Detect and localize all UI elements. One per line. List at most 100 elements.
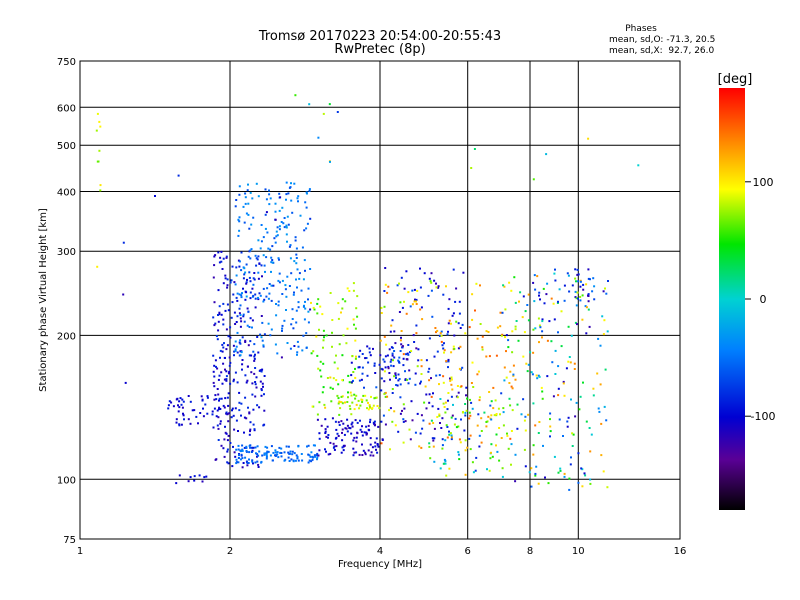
scatter-point (322, 112, 325, 115)
scatter-point (278, 209, 281, 212)
scatter-point (520, 413, 523, 416)
scatter-point (393, 410, 396, 413)
scatter-point (495, 354, 498, 357)
scatter-point (254, 353, 256, 356)
scatter-point (345, 427, 348, 430)
scatter-point (364, 357, 367, 360)
scatter-point (581, 318, 584, 321)
scatter-point (219, 420, 222, 423)
scatter-point (250, 371, 253, 374)
scatter-point (238, 229, 241, 232)
scatter-point (338, 401, 341, 404)
scatter-point (557, 394, 560, 397)
scatter-point (346, 418, 349, 421)
scatter-point (354, 397, 357, 400)
scatter-point (532, 351, 535, 354)
y-tick-label: 400 (57, 188, 76, 199)
scatter-point (488, 355, 491, 358)
scatter-point (240, 450, 242, 453)
scatter-point (399, 383, 402, 386)
scatter-point (249, 317, 252, 320)
scatter-point (475, 456, 478, 459)
scatter-point (281, 327, 284, 330)
scatter-point (217, 439, 220, 441)
scatter-point (441, 444, 444, 447)
scatter-point (501, 467, 504, 470)
scatter-point (246, 462, 249, 464)
scatter-point (548, 320, 551, 323)
scatter-point (350, 432, 353, 435)
scatter-point (524, 310, 527, 313)
scatter-point (420, 446, 423, 449)
scatter-point (327, 453, 330, 456)
scatter-point (217, 320, 220, 323)
scatter-point (274, 451, 277, 454)
scatter-point (464, 332, 467, 335)
y-tick-label: 200 (57, 331, 76, 342)
scatter-point (480, 430, 483, 432)
scatter-point (238, 185, 241, 188)
scatter-point (316, 413, 319, 416)
scatter-point (444, 411, 447, 414)
scatter-point (341, 428, 344, 431)
scatter-point (567, 325, 570, 328)
scatter-point (301, 459, 304, 462)
scatter-point (394, 424, 397, 427)
scatter-point (240, 402, 243, 405)
scatter-point (288, 245, 291, 248)
scatter-point (213, 301, 216, 304)
scatter-point (444, 460, 447, 463)
scatter-point (577, 452, 580, 455)
scatter-point (289, 347, 292, 350)
scatter-point (353, 393, 356, 396)
scatter-point (351, 425, 354, 428)
scatter-point (306, 222, 309, 225)
scatter-point (170, 401, 173, 404)
scatter-point (255, 386, 258, 389)
scatter-point (447, 399, 449, 402)
scatter-point (448, 467, 451, 470)
scatter-point (433, 427, 436, 430)
chart-title: Tromsø 20170223 20:54:00-20:55:43 (258, 29, 501, 44)
scatter-point (274, 241, 277, 244)
scatter-point (416, 365, 419, 368)
scatter-point (367, 449, 370, 452)
scatter-point (278, 446, 281, 449)
scatter-point (232, 378, 235, 381)
scatter-point (545, 153, 548, 156)
scatter-point (253, 372, 256, 375)
scatter-point (599, 383, 602, 386)
scatter-point (344, 427, 347, 430)
scatter-point (231, 407, 234, 410)
scatter-point (259, 333, 262, 336)
scatter-point (445, 285, 447, 288)
scatter-point (529, 351, 532, 354)
scatter-point (591, 290, 594, 293)
scatter-point (320, 424, 323, 427)
scatter-point (218, 374, 221, 377)
scatter-point (305, 191, 308, 194)
scatter-point (448, 433, 451, 436)
scatter-point (474, 309, 476, 312)
scatter-point (380, 306, 383, 309)
scatter-point (270, 299, 273, 302)
scatter-point (366, 374, 369, 377)
scatter-point (206, 396, 209, 399)
scatter-point (349, 427, 352, 430)
scatter-point (264, 188, 267, 191)
scatter-point (369, 421, 371, 424)
scatter-point (302, 305, 305, 308)
scatter-point (239, 350, 242, 353)
scatter-point (443, 406, 446, 408)
scatter-point (306, 445, 308, 448)
scatter-point (98, 120, 101, 123)
scatter-point (286, 275, 289, 278)
scatter-point (506, 432, 508, 435)
scatter-point (257, 351, 260, 354)
scatter-point (214, 254, 217, 257)
scatter-point (263, 264, 266, 267)
scatter-point (511, 351, 514, 354)
scatter-point (423, 272, 426, 275)
